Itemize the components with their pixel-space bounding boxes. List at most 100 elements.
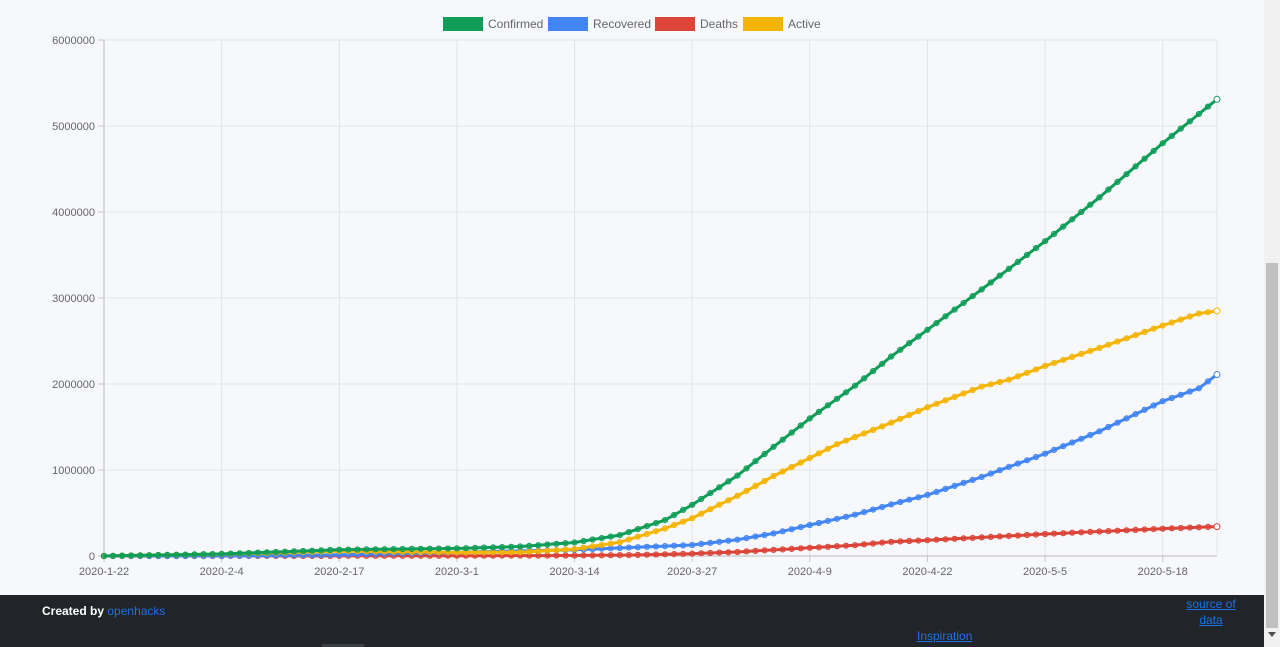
data-point-confirmed xyxy=(1032,245,1040,252)
data-point-confirmed xyxy=(128,552,135,559)
data-point-recovered xyxy=(1132,411,1139,418)
data-point-confirmed xyxy=(680,506,687,513)
data-point-recovered xyxy=(779,528,786,535)
series-line-confirmed xyxy=(103,98,1218,558)
data-point-deaths xyxy=(1105,528,1112,535)
data-point-recovered xyxy=(906,496,913,503)
author-link[interactable]: openhacks xyxy=(107,604,166,618)
data-point-confirmed xyxy=(996,272,1003,279)
scroll-down-arrow-icon[interactable] xyxy=(1268,632,1276,637)
data-point-confirmed xyxy=(100,552,108,560)
x-tick-label: 2020-2-4 xyxy=(200,566,244,578)
data-point-deaths xyxy=(1042,530,1049,538)
x-tick-label: 2020-4-22 xyxy=(902,566,952,578)
data-point-active xyxy=(1213,307,1221,315)
source-of-data-link[interactable]: source of data xyxy=(1186,597,1236,627)
data-point-recovered xyxy=(1105,423,1112,431)
data-point-active xyxy=(879,423,886,430)
data-point-deaths xyxy=(1123,527,1130,534)
x-tick-label: 2020-5-5 xyxy=(1023,566,1067,578)
data-point-confirmed xyxy=(1159,140,1166,147)
data-point-active xyxy=(589,543,596,550)
data-point-recovered xyxy=(833,515,841,522)
data-point-active xyxy=(915,408,922,415)
data-point-deaths xyxy=(562,552,569,559)
data-point-confirmed xyxy=(345,546,352,553)
data-point-confirmed xyxy=(661,517,669,524)
data-point-active xyxy=(517,549,524,556)
legend-label-deaths: Deaths xyxy=(700,17,738,31)
data-point-active xyxy=(1032,366,1040,373)
data-point-deaths xyxy=(1005,532,1013,540)
data-point-deaths xyxy=(625,552,632,559)
data-point-active xyxy=(924,404,931,411)
data-point-confirmed xyxy=(671,511,678,519)
data-point-active xyxy=(689,515,696,522)
data-point-confirmed xyxy=(634,526,642,533)
data-point-confirmed xyxy=(571,539,578,546)
data-point-recovered xyxy=(824,517,832,525)
data-point-deaths xyxy=(1051,530,1058,537)
data-point-active xyxy=(942,397,949,404)
data-point-deaths xyxy=(924,537,931,544)
data-point-active xyxy=(1132,332,1139,339)
data-point-recovered xyxy=(671,542,678,549)
data-point-confirmed xyxy=(806,415,813,422)
data-point-recovered xyxy=(1051,446,1058,453)
data-point-confirmed xyxy=(272,548,279,556)
data-point-confirmed xyxy=(689,501,696,508)
data-point-recovered xyxy=(788,526,795,533)
data-point-active xyxy=(870,426,877,433)
legend-label-active: Active xyxy=(788,17,821,31)
data-point-active xyxy=(1168,319,1175,326)
data-point-recovered xyxy=(996,467,1003,474)
data-point-recovered xyxy=(1168,394,1175,402)
data-point-deaths xyxy=(960,535,967,542)
created-by-label: Created by xyxy=(42,604,105,618)
data-point-active xyxy=(1141,328,1148,335)
data-point-recovered xyxy=(1023,457,1031,464)
data-point-deaths xyxy=(634,551,642,559)
data-point-deaths xyxy=(1060,530,1067,537)
legend-swatch-deaths xyxy=(655,17,695,31)
data-point-confirmed xyxy=(906,340,913,347)
data-point-confirmed xyxy=(435,545,442,552)
data-point-deaths xyxy=(743,548,750,555)
scrollbar-thumb[interactable] xyxy=(1266,263,1278,628)
data-point-confirmed xyxy=(281,548,289,555)
data-point-confirmed xyxy=(553,540,560,547)
data-point-deaths xyxy=(1087,528,1094,536)
data-point-confirmed xyxy=(1051,230,1058,237)
data-point-active xyxy=(1123,335,1130,342)
data-point-active xyxy=(1051,359,1058,366)
y-tick-label: 2000000 xyxy=(52,379,95,391)
data-point-confirmed xyxy=(381,546,388,553)
data-point-recovered xyxy=(1032,453,1040,461)
data-point-confirmed xyxy=(390,546,397,553)
data-point-recovered xyxy=(725,537,732,544)
data-point-deaths xyxy=(1032,531,1040,538)
data-point-recovered xyxy=(1005,463,1013,470)
data-point-active xyxy=(634,533,642,540)
data-point-confirmed xyxy=(643,523,651,530)
data-point-deaths xyxy=(1132,526,1139,534)
data-point-deaths xyxy=(752,547,759,555)
data-point-confirmed xyxy=(336,546,343,553)
data-point-confirmed xyxy=(1213,95,1221,103)
inspiration-link[interactable]: Inspiration xyxy=(917,629,973,643)
data-point-recovered xyxy=(815,519,823,527)
data-point-active xyxy=(906,411,913,419)
data-point-deaths xyxy=(598,552,605,559)
data-point-recovered xyxy=(1060,443,1067,450)
data-point-active xyxy=(842,437,850,444)
data-point-active xyxy=(707,506,714,513)
data-point-deaths xyxy=(797,545,804,552)
data-point-deaths xyxy=(1069,529,1076,536)
data-point-active xyxy=(1042,362,1049,369)
footer: Created by openhacks source of data Insp… xyxy=(0,595,1264,647)
data-point-confirmed xyxy=(978,286,985,293)
data-point-deaths xyxy=(671,551,678,558)
data-point-deaths xyxy=(1014,532,1022,539)
data-point-active xyxy=(508,549,515,556)
data-point-deaths xyxy=(915,537,922,544)
